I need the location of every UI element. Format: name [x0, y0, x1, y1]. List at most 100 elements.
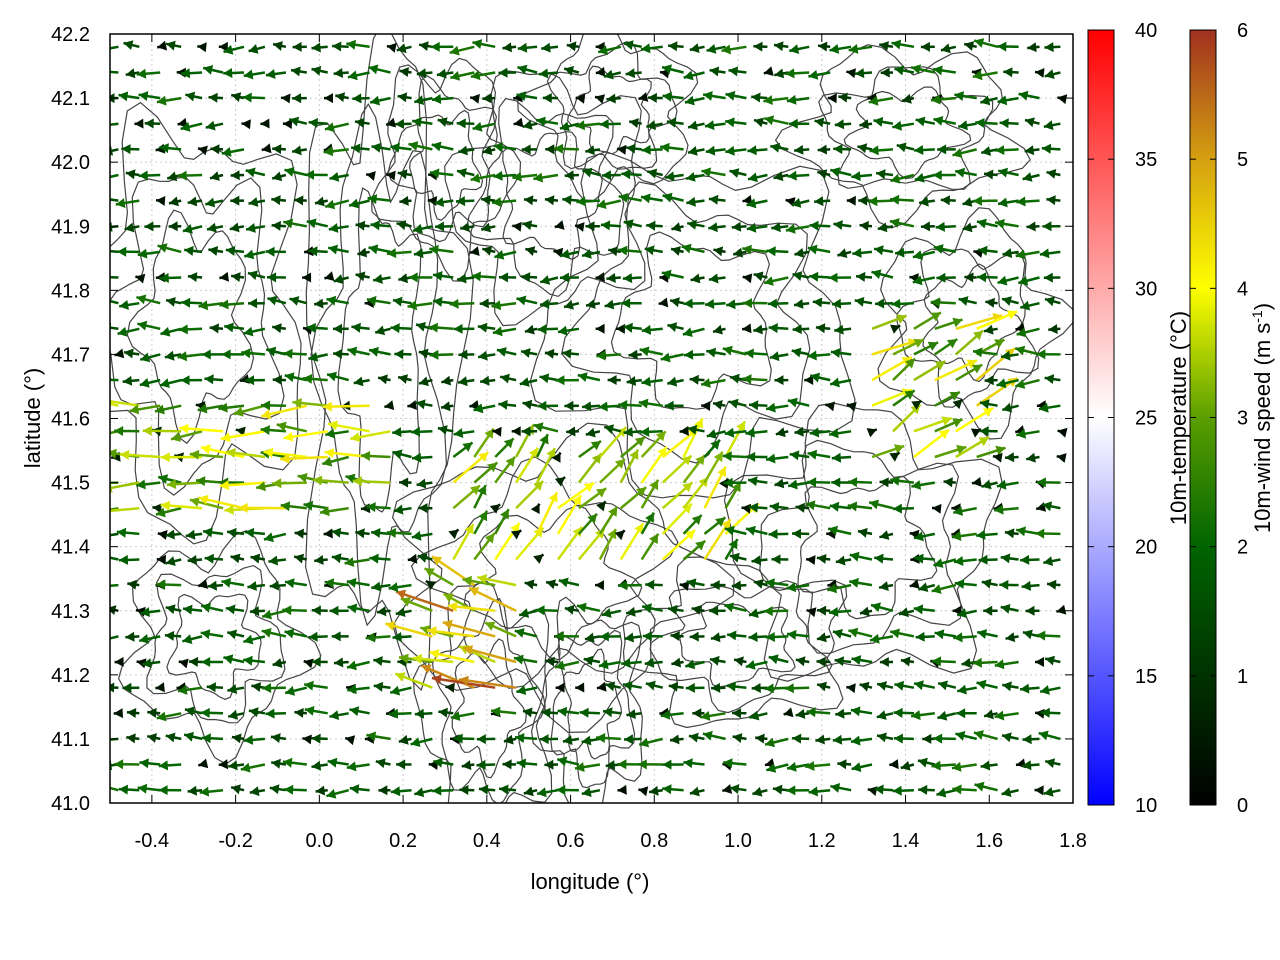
- wind-vector-head: [159, 273, 169, 283]
- wind-vector-head: [694, 418, 703, 429]
- wind-vector-head: [524, 324, 535, 335]
- wind-vector-head: [786, 785, 796, 796]
- wind-vector-head: [952, 605, 962, 616]
- wind-vector-shaft: [462, 646, 517, 664]
- wind-vector-head: [450, 71, 461, 81]
- wind-vector-head: [224, 504, 234, 515]
- wind-vector-head: [1020, 554, 1030, 565]
- wind-vector-head: [962, 222, 973, 233]
- wind-vector-head: [437, 117, 448, 127]
- wind-vector-head: [709, 66, 720, 77]
- wind-vector-head: [346, 577, 357, 588]
- wind-vector-head: [766, 246, 776, 257]
- wind-vector-head: [554, 220, 565, 230]
- wind-vector-head: [996, 479, 1007, 490]
- wind-vector-head: [621, 658, 631, 668]
- wind-vector-head: [462, 575, 473, 586]
- wind-vector-head: [705, 299, 715, 309]
- terrain-contour-line: [126, 209, 255, 445]
- wind-vector-head: [705, 145, 716, 156]
- wind-vector-head: [271, 733, 281, 743]
- wind-vector-head: [708, 273, 719, 284]
- wind-vector-head: [492, 326, 503, 337]
- wind-vector-head: [729, 168, 740, 178]
- wind-vector-head: [616, 144, 627, 155]
- wind-vector-head: [500, 509, 509, 520]
- wind-vector-head: [164, 630, 175, 641]
- wind-vector-head: [411, 426, 421, 437]
- wind-vector-head: [118, 554, 129, 565]
- wind-vector-head: [891, 39, 902, 50]
- terrain-contour-line: [610, 231, 772, 410]
- wind-vector-head: [204, 374, 214, 385]
- wind-vector-head: [911, 400, 922, 410]
- wind-vector-head: [180, 121, 191, 132]
- wind-vector-head: [160, 500, 170, 511]
- wind-vector-head: [238, 502, 248, 513]
- wind-vector-head: [892, 120, 902, 131]
- wind-vector-head: [147, 707, 157, 718]
- wind-vector-head: [119, 300, 129, 310]
- wind-vector-head: [576, 196, 586, 207]
- wind-vector-head: [704, 120, 715, 131]
- wind-vector-head: [560, 249, 570, 259]
- colorbar-tick-label: 15: [1135, 666, 1157, 688]
- wind-vector-head: [601, 170, 612, 181]
- wind-vector-head: [978, 245, 988, 256]
- wind-vector-head: [118, 784, 128, 795]
- wind-vector-head: [320, 506, 330, 517]
- wind-vector-head: [816, 656, 826, 667]
- wind-vector-head: [794, 144, 804, 155]
- wind-vector-head: [302, 373, 313, 384]
- wind-vector-head: [272, 144, 282, 155]
- wind-vector-head: [491, 706, 501, 717]
- wind-vector-head: [668, 681, 679, 692]
- wind-vector-head: [956, 444, 967, 455]
- wind-vector-head: [830, 783, 841, 793]
- wind-vector-head: [689, 43, 700, 53]
- wind-vector-head: [245, 167, 256, 178]
- wind-vector-head: [1057, 427, 1068, 438]
- wind-vector-head: [272, 658, 283, 668]
- wind-vector-head: [871, 269, 882, 279]
- wind-vector-head: [269, 580, 279, 591]
- wind-vector-head: [512, 221, 522, 232]
- wind-vector-head: [485, 621, 496, 631]
- wind-vector-head: [187, 196, 198, 207]
- wind-vector-head: [135, 273, 146, 284]
- wind-vector-head: [189, 449, 200, 460]
- wind-vector-head: [902, 93, 912, 104]
- wind-vector-head: [765, 578, 775, 589]
- wind-vector-head: [995, 145, 1005, 155]
- wind-vector-head: [397, 92, 408, 103]
- wind-vector-head: [537, 400, 547, 411]
- wind-vector-head: [827, 583, 838, 594]
- wind-vector-head: [201, 349, 211, 360]
- wind-vector-head: [792, 733, 802, 744]
- wind-vector-head: [982, 407, 994, 417]
- wind-vector-head: [835, 708, 845, 719]
- wind-vector-head: [807, 477, 817, 488]
- wind-vector-head: [533, 481, 544, 491]
- wind-vector-head: [413, 223, 423, 234]
- wind-vector-head: [566, 41, 577, 52]
- wind-vector-head: [334, 657, 344, 668]
- wind-vector-head: [306, 322, 316, 333]
- wind-vector-head: [165, 40, 176, 51]
- wind-vector-head: [425, 580, 437, 590]
- wind-vector-head: [260, 118, 270, 129]
- wind-vector-head: [701, 167, 712, 178]
- wind-vector-head: [622, 273, 633, 284]
- wind-vector-head: [837, 248, 848, 258]
- wind-vector-head: [519, 608, 530, 618]
- wind-vector-head: [598, 45, 609, 55]
- terrain-contour-line: [166, 593, 262, 700]
- wind-vector-shaft: [110, 326, 119, 331]
- wind-vector-head: [617, 784, 627, 795]
- wind-vector-head: [187, 555, 197, 565]
- wind-vector-head: [896, 142, 907, 153]
- wind-vector-head: [231, 784, 241, 795]
- wind-vector-head: [733, 247, 743, 258]
- wind-vector-head: [582, 401, 592, 412]
- wind-vector-head: [345, 735, 356, 746]
